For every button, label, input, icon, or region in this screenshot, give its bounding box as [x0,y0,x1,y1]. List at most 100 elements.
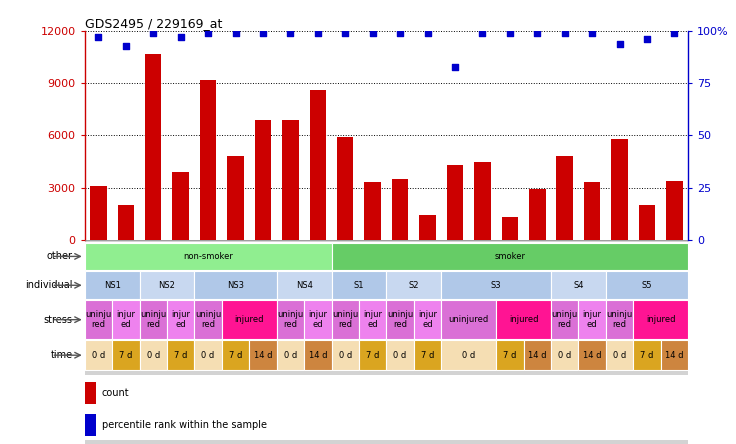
Text: injured: injured [646,315,676,324]
Bar [414,240,442,444]
Bar [255,120,271,240]
Bar [633,240,661,444]
Bar [85,301,112,339]
Bar [442,271,551,299]
Point [202,30,214,37]
Bar [447,165,463,240]
Text: GDS2495 / 229169_at: GDS2495 / 229169_at [85,17,222,30]
Bar [85,242,331,270]
Bar [200,80,216,240]
Bar [551,240,578,444]
Text: uninju
red: uninju red [85,310,111,329]
Bar [194,240,222,444]
Text: 14 d: 14 d [528,351,547,360]
Bar [666,181,683,240]
Point [668,30,680,37]
Text: uninju
red: uninju red [195,310,222,329]
Bar [227,156,244,240]
Bar [277,340,304,370]
Point [367,30,378,37]
Bar [172,172,189,240]
Point [559,30,570,37]
Bar [112,340,140,370]
Bar [90,186,107,240]
Bar [523,240,551,444]
Bar [442,240,469,444]
Text: 14 d: 14 d [308,351,327,360]
Text: 7 d: 7 d [229,351,242,360]
Bar [85,340,112,370]
Bar [337,137,353,240]
Point [587,30,598,37]
Text: individual: individual [25,280,73,290]
Bar [304,340,331,370]
Point [257,30,269,37]
Bar [222,240,250,444]
Bar [420,215,436,240]
Bar [496,301,551,339]
Bar [194,271,277,299]
Text: 7 d: 7 d [119,351,132,360]
Point [339,30,351,37]
Text: S5: S5 [642,281,652,290]
Bar [386,240,414,444]
Text: injur
ed: injur ed [116,310,135,329]
Text: NS2: NS2 [158,281,175,290]
Text: S1: S1 [354,281,364,290]
Bar [523,340,551,370]
Bar [386,340,414,370]
Text: 0 d: 0 d [92,351,105,360]
Text: uninju
red: uninju red [387,310,413,329]
Bar [304,301,331,339]
Text: injur
ed: injur ed [171,310,190,329]
Bar [392,179,408,240]
Point [614,40,626,47]
Text: uninju
red: uninju red [551,310,578,329]
Bar [578,340,606,370]
Text: 0 d: 0 d [202,351,215,360]
Text: uninjured: uninjured [448,315,489,324]
Text: 14 d: 14 d [583,351,601,360]
Point [174,34,186,41]
Bar [145,54,161,240]
Bar [551,340,578,370]
Point [476,30,488,37]
Text: 14 d: 14 d [665,351,684,360]
Bar [386,271,442,299]
Bar [167,240,194,444]
Bar [331,240,359,444]
Bar [584,182,601,240]
Text: 0 d: 0 d [558,351,571,360]
Text: other: other [46,251,73,262]
Bar [606,301,633,339]
Text: NS1: NS1 [104,281,121,290]
Text: uninju
red: uninju red [140,310,166,329]
Bar [250,340,277,370]
Text: 0 d: 0 d [462,351,475,360]
Point [120,42,132,49]
Bar [578,240,606,444]
Bar [167,340,194,370]
Point [230,30,241,37]
Text: S2: S2 [408,281,419,290]
Bar [529,189,545,240]
Bar [250,240,277,444]
Text: 7 d: 7 d [503,351,517,360]
Point [504,30,516,37]
Bar [364,182,381,240]
Bar [118,205,134,240]
Text: injured: injured [509,315,538,324]
Bar [85,414,96,436]
Text: 0 d: 0 d [339,351,352,360]
Bar [277,271,331,299]
Bar [112,301,140,339]
Text: smoker: smoker [495,252,526,261]
Point [93,34,105,41]
Point [641,36,653,43]
Text: injur
ed: injur ed [418,310,437,329]
Bar [140,340,167,370]
Bar [194,340,222,370]
Bar [578,301,606,339]
Text: 7 d: 7 d [174,351,188,360]
Bar [606,340,633,370]
